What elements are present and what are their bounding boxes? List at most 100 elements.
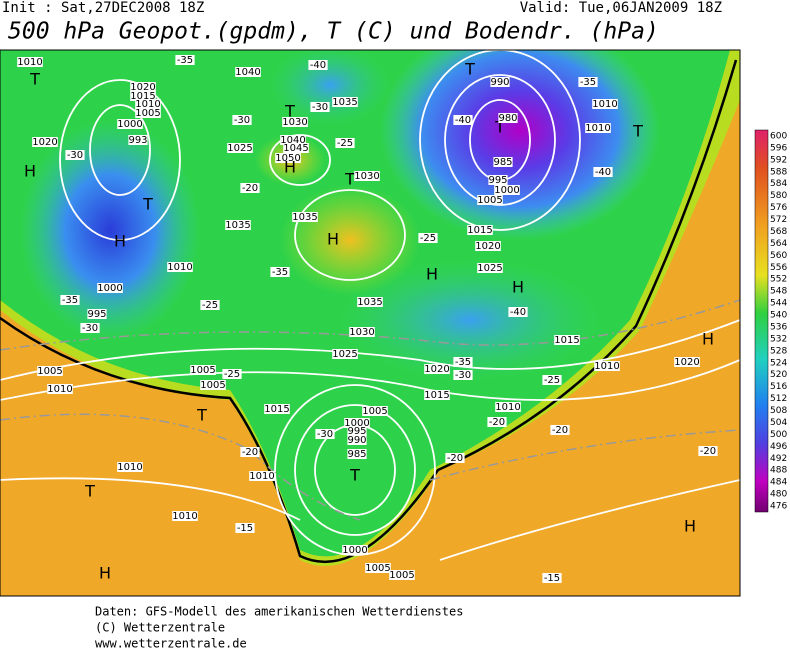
pressure-center: H <box>99 564 111 583</box>
contour-label: 985 <box>347 449 366 460</box>
label-bg <box>200 380 226 390</box>
label-bg <box>117 119 143 129</box>
pressure-center: H <box>284 158 296 177</box>
contour-label: -20 <box>552 425 568 436</box>
contour-label: 1030 <box>354 171 379 182</box>
contour-label: 1020 <box>674 357 699 368</box>
label-bg <box>389 570 415 580</box>
footer-line: www.wetterzentrale.de <box>95 637 247 648</box>
contour-label: 995 <box>488 175 507 186</box>
colorbar-label: 600 <box>770 131 787 141</box>
colorbar-label: 592 <box>770 155 787 165</box>
label-bg <box>585 123 611 133</box>
contour-label: 1045 <box>283 143 308 154</box>
contour-label: 1015 <box>424 390 449 401</box>
contour-label: 1010 <box>135 99 160 110</box>
label-bg <box>308 60 328 70</box>
contour-label: 1010 <box>17 57 42 68</box>
contour-label: 1000 <box>117 119 142 130</box>
label-bg <box>445 453 465 463</box>
label-bg <box>332 97 358 107</box>
contour-label: -15 <box>237 523 253 534</box>
contour-label: -20 <box>489 417 505 428</box>
valid-time: Valid: Tue,06JAN2009 18Z <box>520 0 722 16</box>
contour-label: 1035 <box>292 212 317 223</box>
pressure-center: T <box>84 482 95 501</box>
contour-label: -35 <box>272 267 288 278</box>
label-bg <box>264 404 290 414</box>
label-bg <box>225 220 251 230</box>
label-bg <box>508 307 528 317</box>
contour-label: 1020 <box>32 137 57 148</box>
contour-label: 1000 <box>97 283 122 294</box>
pressure-center: T <box>196 406 207 425</box>
contour-label: 1040 <box>235 67 260 78</box>
contour-label: -40 <box>510 307 526 318</box>
contour-label: 1005 <box>365 563 390 574</box>
label-bg <box>190 365 216 375</box>
contour-label: 1040 <box>280 135 305 146</box>
contour-label: -40 <box>595 167 611 178</box>
contour-label: 1005 <box>135 108 160 119</box>
label-bg <box>240 183 260 193</box>
colorbar-label: 568 <box>770 227 787 237</box>
label-bg <box>487 417 507 427</box>
label-bg <box>453 115 473 125</box>
colorbar-label: 540 <box>770 311 787 321</box>
label-bg <box>37 366 63 376</box>
contour-label: -35 <box>177 55 193 66</box>
contour-label: 1005 <box>37 366 62 377</box>
contour-label: -25 <box>420 233 436 244</box>
label-bg <box>357 297 383 307</box>
contour-label: 1025 <box>227 143 252 154</box>
label-bg <box>424 390 450 400</box>
colorbar-label: 536 <box>770 322 787 332</box>
label-bg <box>578 77 598 87</box>
pressure-center: H <box>327 230 339 249</box>
contour-label: -20 <box>242 183 258 194</box>
colorbar-label: 524 <box>770 358 787 368</box>
label-bg <box>542 573 562 583</box>
init-time: Init : Sat,27DEC2008 18Z <box>2 0 204 16</box>
label-bg <box>342 545 368 555</box>
colorbar-label: 572 <box>770 215 787 225</box>
contour-label: 1020 <box>475 241 500 252</box>
label-bg <box>65 150 85 160</box>
pressure-center: H <box>684 517 696 536</box>
pressure-center: T <box>142 195 153 214</box>
contour-label: 1005 <box>190 365 215 376</box>
label-bg <box>418 233 438 243</box>
label-bg <box>17 57 43 67</box>
colorbar-label: 548 <box>770 287 787 297</box>
label-bg <box>200 300 220 310</box>
contour-label: 1025 <box>332 349 357 360</box>
colorbar-label: 512 <box>770 394 787 404</box>
label-bg <box>332 349 358 359</box>
contour-label: 1010 <box>585 123 610 134</box>
label-bg <box>292 212 318 222</box>
colorbar-label: 564 <box>770 239 787 249</box>
contour-label: 1015 <box>264 404 289 415</box>
footer-line: (C) Wetterzentrale <box>95 621 225 635</box>
colorbar-label: 532 <box>770 334 787 344</box>
label-bg <box>477 263 503 273</box>
colorbar-label: 504 <box>770 418 787 428</box>
pressure-center: T <box>494 118 505 137</box>
label-bg <box>47 384 73 394</box>
label-bg <box>494 185 520 195</box>
label-bg <box>365 563 391 573</box>
colorbar <box>754 129 769 513</box>
contour-label: 1010 <box>47 384 72 395</box>
contour-label: -35 <box>62 295 78 306</box>
contour-label: -30 <box>317 429 333 440</box>
label-bg <box>222 369 242 379</box>
label-bg <box>227 143 253 153</box>
contour-label: 1005 <box>389 570 414 581</box>
label-bg <box>97 283 123 293</box>
contour-label: 1030 <box>349 327 374 338</box>
colorbar-label: 552 <box>770 275 787 285</box>
contour-label: 1030 <box>282 117 307 128</box>
contour-label: 1015 <box>554 335 579 346</box>
contour-label: 1010 <box>594 361 619 372</box>
